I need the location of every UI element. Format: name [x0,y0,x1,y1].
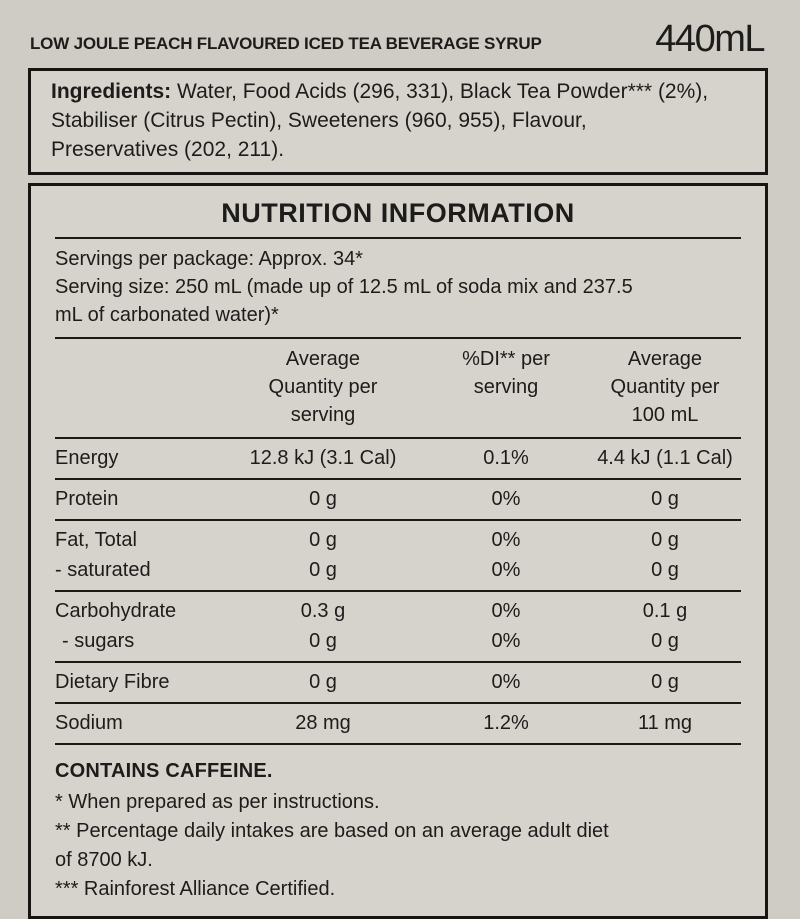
table-row-energy: Energy 12.8 kJ (3.1 Cal) 0.1% 4.4 kJ (1.… [55,447,733,469]
table-row-dietary-fibre: Dietary Fibre 0 g 0% 0 g [55,671,679,693]
serving-info: Servings per package: Approx. 34* Servin… [55,239,741,337]
nutrition-information-panel: NUTRITION INFORMATION Servings per packa… [28,183,768,919]
contains-caffeine-text: CONTAINS CAFFEINE. [55,760,273,782]
nutrient-group-fibre: Dietary Fibre 0 g 0% 0 g [55,663,741,704]
nutrient-group-carbohydrate: Carbohydrate 0.3 g 0% 0.1 g - sugars 0 g… [55,592,741,663]
footnote-3: *** Rainforest Alliance Certified. [55,878,336,900]
table-row-sodium: Sodium 28 mg 1.2% 11 mg [55,712,693,734]
serving-size-line-2: mL of carbonated water)* [55,304,279,326]
label-header: LOW JOULE PEACH FLAVOURED ICED TEA BEVER… [0,18,800,62]
ingredients-line-2: Stabiliser (Citrus Pectin), Sweeteners (… [51,109,587,132]
col-header-di-per-serving: %DI** per serving [462,348,550,398]
ingredients-label: Ingredients: [51,80,172,103]
nutrient-group-protein: Protein 0 g 0% 0 g [55,480,741,521]
table-row-protein: Protein 0 g 0% 0 g [55,488,679,510]
volume-text: 440mL [655,18,765,60]
nutrient-group-energy: Energy 12.8 kJ (3.1 Cal) 0.1% 4.4 kJ (1.… [55,439,741,480]
footnotes: CONTAINS CAFFEINE. * When prepared as pe… [55,745,741,904]
ingredients-line-1-text: Water, Food Acids (296, 331), Black Tea … [171,80,709,103]
ingredients-line-1: Ingredients: Water, Food Acids (296, 331… [51,77,747,106]
nutrient-group-fat: Fat, Total 0 g 0% 0 g - saturated 0 g 0%… [55,521,741,592]
divider [55,237,741,239]
servings-per-package: Servings per package: Approx. 34* [55,248,363,270]
table-row-carbohydrate: Carbohydrate 0.3 g 0% 0.1 g [55,600,688,622]
serving-size-line-1: Serving size: 250 mL (made up of 12.5 mL… [55,276,633,298]
nutrition-title: NUTRITION INFORMATION [221,198,575,228]
product-name: LOW JOULE PEACH FLAVOURED ICED TEA BEVER… [30,34,542,53]
footnote-1: * When prepared as per instructions. [55,791,380,813]
ingredients-box: Ingredients: Water, Food Acids (296, 331… [28,68,768,175]
divider [55,337,741,339]
nutrient-group-sodium: Sodium 28 mg 1.2% 11 mg [55,704,741,745]
table-header-row: Average Quantity per serving %DI** per s… [55,339,741,437]
divider [55,437,741,439]
col-header-avg-qty-per-100ml: Average Quantity per 100 mL [610,348,720,426]
col-header-avg-qty-per-serving: Average Quantity per serving [268,348,378,426]
ingredients-line-3: Preservatives (202, 211). [51,138,285,161]
footnote-2-line-1: ** Percentage daily intakes are based on… [55,820,609,842]
table-row-sugars: - sugars 0 g 0% 0 g [62,630,679,652]
footnote-2-line-2: of 8700 kJ. [55,849,153,871]
table-row-saturated: - saturated 0 g 0% 0 g [55,559,679,581]
table-row-fat-total: Fat, Total 0 g 0% 0 g [55,529,679,551]
